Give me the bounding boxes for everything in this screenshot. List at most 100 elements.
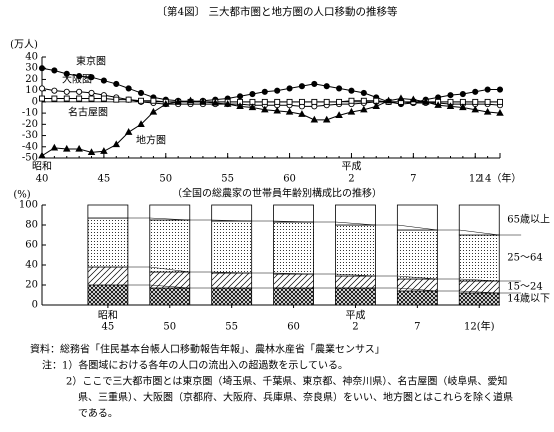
x-tick-label: 7 (414, 322, 420, 333)
marker (76, 88, 83, 95)
marker (471, 105, 480, 113)
marker (336, 85, 343, 92)
x-era-label: 平成 (345, 310, 365, 322)
series-label: 名古屋圏 (68, 106, 108, 119)
series-label: 地方圏 (136, 134, 166, 147)
x-era-label: 昭和 (98, 310, 118, 322)
marker (51, 87, 58, 94)
marker (138, 97, 144, 104)
marker (360, 105, 368, 113)
marker (50, 143, 59, 151)
bar-segment (458, 204, 500, 236)
marker (310, 115, 319, 123)
x-era-label: 昭和 (32, 161, 52, 173)
bar-segment (396, 290, 438, 306)
bar-segment (335, 275, 376, 289)
y-tick-label: 60 (25, 240, 38, 251)
bar-segment (335, 224, 376, 277)
y-tick-label: 0 (32, 96, 38, 107)
marker (335, 111, 343, 119)
marker (211, 98, 220, 106)
x-tick-label: 7 (410, 174, 416, 185)
y-tick-label: -50 (22, 153, 38, 164)
marker (63, 88, 70, 95)
marker (63, 70, 70, 77)
marker (298, 98, 305, 105)
x-tick-label: 60 (283, 174, 296, 185)
marker (384, 96, 393, 104)
y-tick-label: 30 (25, 63, 38, 74)
bar-segment (396, 278, 438, 292)
marker (150, 97, 157, 104)
marker (447, 92, 454, 99)
y-tick-label: -40 (22, 141, 38, 152)
y-tick-label: -30 (22, 130, 38, 141)
x-tick-label: 12 (469, 174, 482, 185)
y-tick-label: 20 (25, 74, 38, 85)
marker (223, 100, 232, 107)
bar-segment (87, 204, 129, 219)
legend-label: 25～64 (507, 253, 542, 264)
x-tick-label: 45 (98, 174, 111, 185)
x-tick-label: 55 (221, 174, 234, 185)
note: 資料：総務省「住民基本台帳人口移動報告年報」、農林水産省「農業センサス」 (30, 343, 385, 356)
connector (127, 217, 522, 236)
chart-title: （全国の総農家の世帯員年齢別構成比の推移） (172, 187, 382, 200)
note: 注：1）各圏域における各年の人口の流出入の超過数を示している。 (42, 359, 348, 372)
marker (125, 96, 132, 103)
marker (496, 108, 504, 116)
marker (100, 77, 107, 84)
marker (137, 120, 145, 127)
y-tick-label: 40 (25, 260, 38, 271)
marker (75, 144, 83, 152)
marker (113, 80, 120, 87)
bar-segment (273, 204, 314, 223)
marker (137, 89, 145, 96)
marker (323, 98, 330, 105)
marker (446, 102, 455, 110)
bar-segment (273, 287, 314, 306)
marker (51, 95, 58, 102)
marker (484, 86, 491, 93)
marker (459, 90, 466, 98)
marker (472, 98, 479, 105)
y-tick-label: 40 (25, 52, 38, 63)
y-tick-label: 80 (25, 220, 38, 231)
bar-segment (335, 287, 376, 306)
marker (484, 98, 491, 105)
y-tick-label: -20 (22, 119, 38, 130)
marker (336, 98, 343, 105)
bar-segment (396, 229, 438, 280)
marker (397, 94, 405, 102)
connector (127, 284, 522, 294)
note: 県、三重県）、大阪圏（京都府、大阪府、兵庫県、奈良県）をいい、地方圏とはこれらを… (78, 391, 513, 404)
marker (497, 98, 503, 105)
marker (274, 87, 281, 94)
marker (100, 95, 107, 102)
marker (261, 88, 268, 95)
bar-segment (458, 234, 500, 282)
marker (496, 86, 504, 93)
x-tick-label: 2 (352, 322, 358, 333)
marker (174, 97, 182, 105)
bar-segment (87, 284, 129, 306)
marker (76, 73, 83, 80)
marker (113, 96, 120, 103)
y-tick-label: 100 (19, 200, 38, 211)
y-tick-label: 20 (25, 280, 38, 291)
marker (124, 128, 133, 135)
marker (348, 97, 355, 104)
bar-segment (149, 204, 191, 221)
marker (286, 98, 293, 105)
marker (409, 95, 418, 103)
marker (483, 107, 492, 115)
marker (88, 89, 95, 96)
marker (421, 97, 430, 105)
marker (87, 148, 96, 156)
marker (248, 103, 257, 111)
marker (38, 65, 46, 72)
x-tick-label: 14（年） (479, 172, 522, 185)
marker (311, 98, 318, 105)
